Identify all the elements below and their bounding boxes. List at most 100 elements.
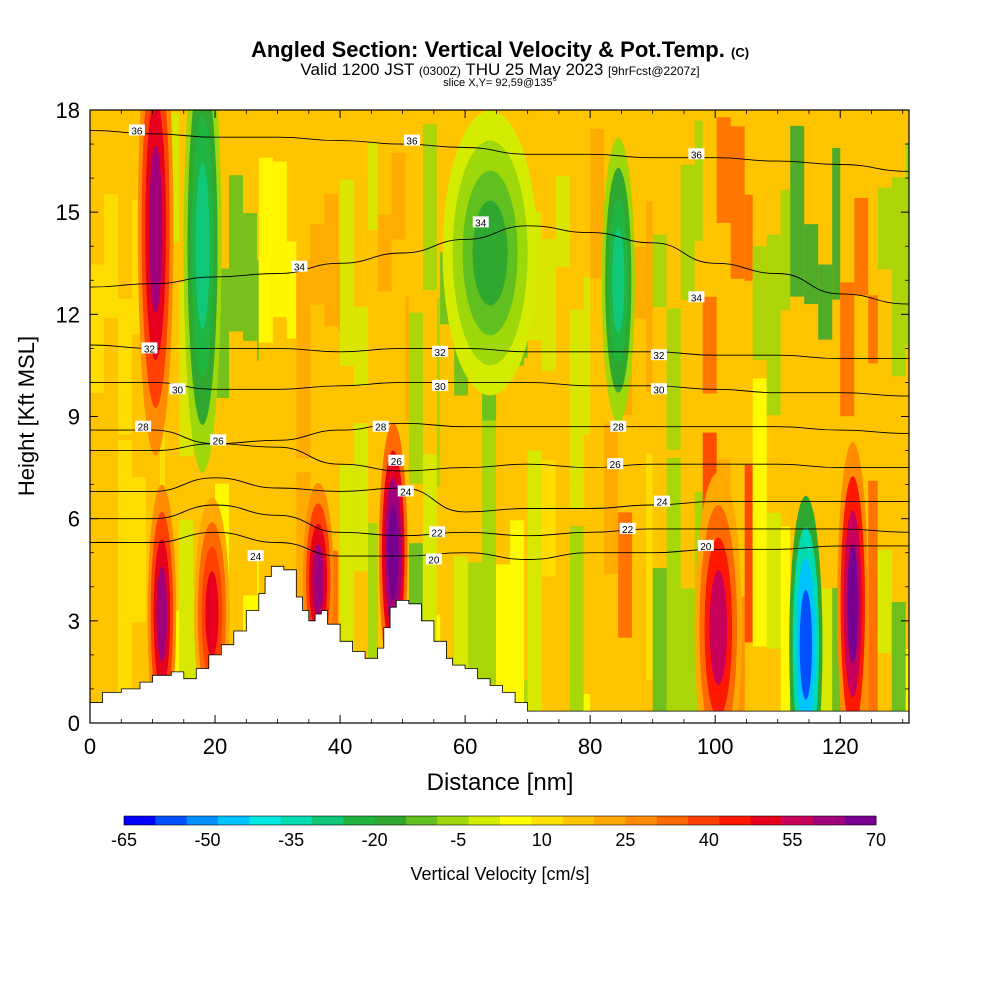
velocity-cell bbox=[680, 588, 695, 723]
contour-label-bg bbox=[432, 379, 449, 391]
theta-contours bbox=[90, 129, 909, 560]
velocity-cell bbox=[666, 308, 681, 450]
velocity-cell bbox=[229, 175, 244, 332]
contour-label-bg bbox=[697, 539, 714, 551]
colorbar-swatch bbox=[437, 816, 470, 825]
velocity-cell bbox=[310, 224, 325, 305]
velocity-cell bbox=[555, 176, 570, 268]
velocity-cell bbox=[804, 224, 819, 305]
velocity-cell bbox=[652, 568, 667, 723]
colorbar-swatch bbox=[531, 816, 564, 825]
y-tick-label: 9 bbox=[68, 405, 80, 430]
velocity-cell bbox=[541, 238, 556, 371]
colorbar-tick-label: 55 bbox=[782, 830, 802, 850]
contour-label-bg bbox=[650, 383, 667, 395]
contour-label: 32 bbox=[435, 348, 447, 359]
velocity-cell bbox=[436, 298, 441, 487]
colorbar-swatch bbox=[155, 816, 188, 825]
slice-info: slice X,Y= 92,59@135° bbox=[443, 77, 557, 89]
x-tick-label: 60 bbox=[453, 734, 477, 759]
velocity-cell bbox=[832, 147, 841, 300]
velocity-core bbox=[709, 570, 728, 685]
velocity-cell bbox=[408, 312, 423, 484]
contour-label-bg bbox=[291, 260, 308, 272]
velocity-cell bbox=[877, 549, 892, 653]
contour-label-bg bbox=[403, 134, 420, 146]
contour-label-bg bbox=[619, 522, 636, 534]
chart-title-text: Angled Section: Vertical Velocity & Pot.… bbox=[250, 37, 725, 62]
velocity-field bbox=[90, 110, 909, 723]
velocity-core bbox=[195, 162, 210, 330]
contour-label: 20 bbox=[700, 542, 712, 553]
contour-label-bg bbox=[650, 349, 667, 361]
velocity-cell bbox=[524, 680, 528, 723]
theta-contour-34 bbox=[90, 225, 909, 305]
velocity-cell bbox=[818, 264, 833, 340]
colorbar-swatch bbox=[656, 816, 689, 825]
velocity-cell bbox=[646, 201, 653, 393]
velocity-cell bbox=[354, 306, 369, 386]
contour-label-bg bbox=[432, 345, 449, 357]
velocity-cell bbox=[766, 234, 781, 416]
contour-label-bg bbox=[372, 420, 389, 432]
contour-label: 24 bbox=[656, 498, 668, 509]
velocity-cell bbox=[618, 512, 633, 638]
velocity-core bbox=[847, 544, 859, 664]
velocity-cell bbox=[272, 161, 287, 317]
x-tick-label: 120 bbox=[822, 734, 859, 759]
velocity-cell bbox=[891, 602, 906, 723]
velocity-cell bbox=[780, 189, 791, 311]
velocity-cell bbox=[286, 241, 297, 339]
velocity-cell bbox=[694, 120, 703, 241]
contour-label-bg bbox=[397, 485, 414, 497]
colorbar-swatch bbox=[750, 816, 783, 825]
velocity-cell bbox=[832, 587, 841, 723]
contour-label: 36 bbox=[406, 137, 418, 148]
contour-label: 22 bbox=[431, 528, 443, 539]
contour-label: 32 bbox=[653, 351, 665, 362]
velocity-cell bbox=[790, 125, 805, 297]
velocity-cell bbox=[90, 514, 104, 649]
colorbar-frame bbox=[123, 815, 877, 826]
velocity-cell bbox=[338, 260, 341, 332]
velocity-cell bbox=[854, 197, 869, 296]
colorbar-tick-label: -65 bbox=[111, 830, 137, 850]
contour-label: 20 bbox=[428, 556, 440, 567]
velocity-cell bbox=[422, 124, 437, 291]
contour-label-bg bbox=[688, 148, 705, 160]
contour-label: 24 bbox=[250, 552, 262, 563]
contour-label-bg bbox=[169, 383, 186, 395]
terrain bbox=[90, 565, 909, 723]
velocity-core bbox=[472, 200, 508, 306]
velocity-cell bbox=[132, 477, 146, 623]
colorbar-tick-label: -35 bbox=[278, 830, 304, 850]
valid-date: THU 25 May 2023 bbox=[465, 60, 604, 79]
colorbar-swatch bbox=[186, 816, 219, 825]
velocity-cell bbox=[368, 142, 378, 230]
velocity-cell bbox=[877, 187, 892, 270]
contour-label-bg bbox=[428, 526, 445, 538]
contour-label: 32 bbox=[144, 344, 156, 355]
y-tick-label: 6 bbox=[68, 507, 80, 532]
velocity-cell bbox=[730, 126, 745, 279]
valid-time-utc: (0300Z) bbox=[418, 64, 461, 78]
velocity-cell bbox=[422, 454, 437, 649]
velocity-core bbox=[799, 589, 812, 700]
contour-label: 28 bbox=[613, 423, 625, 434]
colorbar-swatch bbox=[124, 816, 156, 825]
velocity-cell bbox=[569, 526, 584, 715]
y-tick-label: 3 bbox=[68, 609, 80, 634]
velocity-cell bbox=[118, 439, 132, 722]
theta-contour-36 bbox=[90, 129, 909, 172]
terrain-mask bbox=[90, 565, 909, 723]
velocity-core bbox=[149, 145, 163, 313]
x-tick-label: 40 bbox=[328, 734, 352, 759]
velocity-cell bbox=[905, 142, 909, 346]
velocity-cell bbox=[583, 693, 591, 723]
velocity-cell bbox=[766, 512, 781, 649]
colorbar-tick-label: -20 bbox=[362, 830, 388, 850]
contour-label-bg bbox=[388, 454, 405, 466]
contour-label: 36 bbox=[131, 126, 143, 137]
